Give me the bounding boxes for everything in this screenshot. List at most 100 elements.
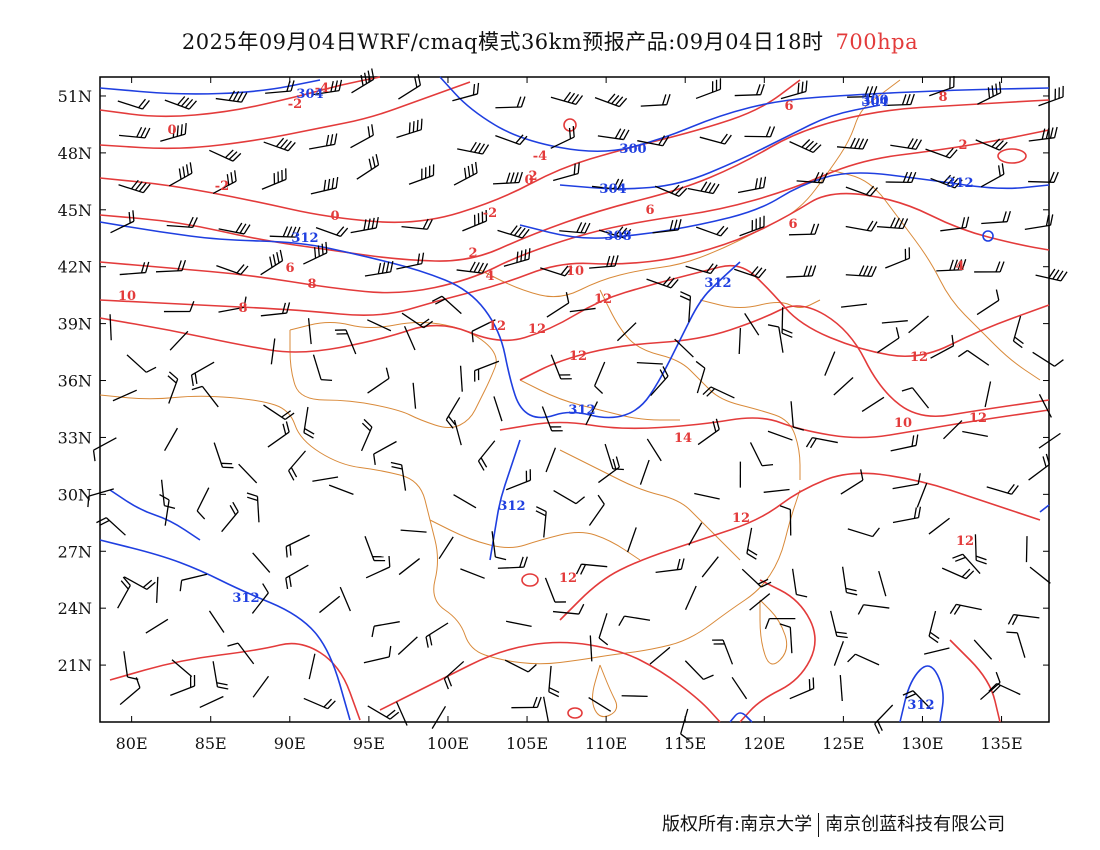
wind-barb	[505, 469, 532, 491]
wind-barb-staff	[493, 396, 503, 422]
lat-tick-label: 33N	[58, 428, 92, 447]
wind-barb	[397, 636, 418, 656]
wind-barb-staff	[1025, 536, 1028, 563]
wind-barb-feather	[372, 156, 376, 168]
wind-barb-feather	[228, 151, 238, 160]
wind-barb-feather	[216, 682, 228, 686]
wind-barb-feather	[520, 96, 526, 108]
wind-barb-staff	[123, 651, 129, 678]
wind-barb-feather	[869, 187, 878, 197]
wind-barb	[791, 568, 808, 598]
wind-barb-staff	[252, 552, 271, 573]
wind-barb-feather	[803, 265, 808, 277]
wind-barb-staff	[367, 705, 391, 720]
wind-barb	[695, 360, 706, 394]
wind-barb-feather	[573, 163, 576, 175]
wind-barb-staff	[550, 136, 575, 149]
temperature-label: -2	[483, 206, 497, 221]
temperature-label: 2	[528, 169, 537, 184]
wind-barb-staff	[598, 229, 625, 239]
height-label: 304	[296, 87, 323, 102]
wind-barb-feather	[323, 698, 333, 708]
wind-barb-staff	[117, 100, 143, 110]
wind-barb-staff	[569, 307, 596, 313]
wind-barb-staff	[209, 149, 234, 162]
wind-barb-feather	[1060, 271, 1068, 282]
wind-barb	[171, 659, 193, 678]
wind-barb-feather	[813, 171, 820, 183]
wind-barb	[493, 396, 503, 422]
wind-barb	[779, 623, 793, 654]
wind-barb-feather	[240, 265, 249, 275]
temperature-label: 12	[956, 534, 974, 549]
wind-barb	[1038, 85, 1064, 107]
wind-barb-feather	[695, 360, 706, 369]
wind-barb-feather	[797, 82, 800, 94]
wind-barb	[227, 642, 255, 665]
wind-barb-feather	[472, 84, 476, 96]
wind-barb-staff	[251, 592, 269, 614]
wind-barb-feather	[194, 372, 198, 384]
wind-barb-staff	[591, 185, 618, 190]
wind-barb-staff	[367, 377, 390, 394]
wind-barb-staff	[431, 705, 447, 729]
wind-barb-staff	[452, 93, 478, 102]
wind-barb-feather	[1042, 456, 1047, 468]
lon-tick-label: 120E	[743, 734, 785, 753]
wind-barb	[1006, 631, 1026, 658]
wind-barb-staff	[688, 296, 692, 323]
wind-barb	[92, 437, 117, 462]
wind-barb-staff	[545, 447, 557, 473]
wind-barb	[877, 327, 900, 354]
wind-barb-staff	[996, 682, 1021, 696]
wind-barb	[112, 389, 137, 402]
wind-barb-staff	[171, 659, 193, 678]
wind-barb-feather	[367, 126, 371, 138]
wind-barb	[980, 671, 1001, 701]
wind-barb-staff	[396, 262, 422, 270]
temperature-label: 2	[468, 246, 477, 261]
wind-barb-feather	[618, 615, 625, 627]
wind-barb	[196, 487, 210, 520]
wind-barb-feather	[520, 250, 523, 262]
wind-barb-feather	[228, 90, 236, 101]
wind-barb	[830, 610, 848, 639]
wind-barb-staff	[973, 639, 993, 660]
wind-barb-staff	[581, 563, 608, 568]
wind-barb-staff	[401, 312, 424, 329]
wind-barb-feather	[286, 226, 293, 238]
wind-barb-feather	[567, 92, 576, 103]
wind-barb	[408, 164, 435, 185]
wind-barb-feather	[408, 122, 411, 134]
wind-barb-feather	[865, 185, 875, 195]
wind-barb-feather	[276, 252, 280, 264]
wind-barb	[962, 430, 988, 438]
wind-barb-staff	[588, 503, 605, 526]
wind-barb-feather	[368, 158, 373, 170]
wind-barb	[841, 303, 867, 308]
wind-barb	[123, 576, 156, 590]
wind-barb-staff	[119, 271, 146, 276]
wind-barb	[974, 261, 1005, 273]
wind-barb-feather	[385, 367, 390, 379]
wind-barb-staff	[847, 95, 874, 98]
lon-tick-label: 90E	[274, 734, 306, 753]
wind-barb-feather	[1041, 128, 1046, 140]
wind-barb-feather	[666, 93, 671, 105]
wind-barb-feather	[463, 167, 467, 179]
wind-barb-feather	[895, 327, 900, 339]
wind-barb	[360, 418, 373, 452]
wind-barb-feather	[474, 161, 478, 174]
wind-barb-staff	[701, 556, 719, 578]
wind-barb-feather	[285, 577, 289, 590]
wind-barb	[252, 552, 271, 573]
wind-barb-feather	[92, 450, 96, 462]
wind-barb-feather	[1045, 127, 1050, 139]
wind-barb	[443, 660, 465, 690]
wind-barb-staff	[350, 227, 377, 234]
temperature-isoline	[379, 641, 721, 723]
wind-barb-feather	[367, 70, 371, 82]
wind-barb	[471, 319, 496, 343]
wind-barb	[460, 568, 485, 579]
